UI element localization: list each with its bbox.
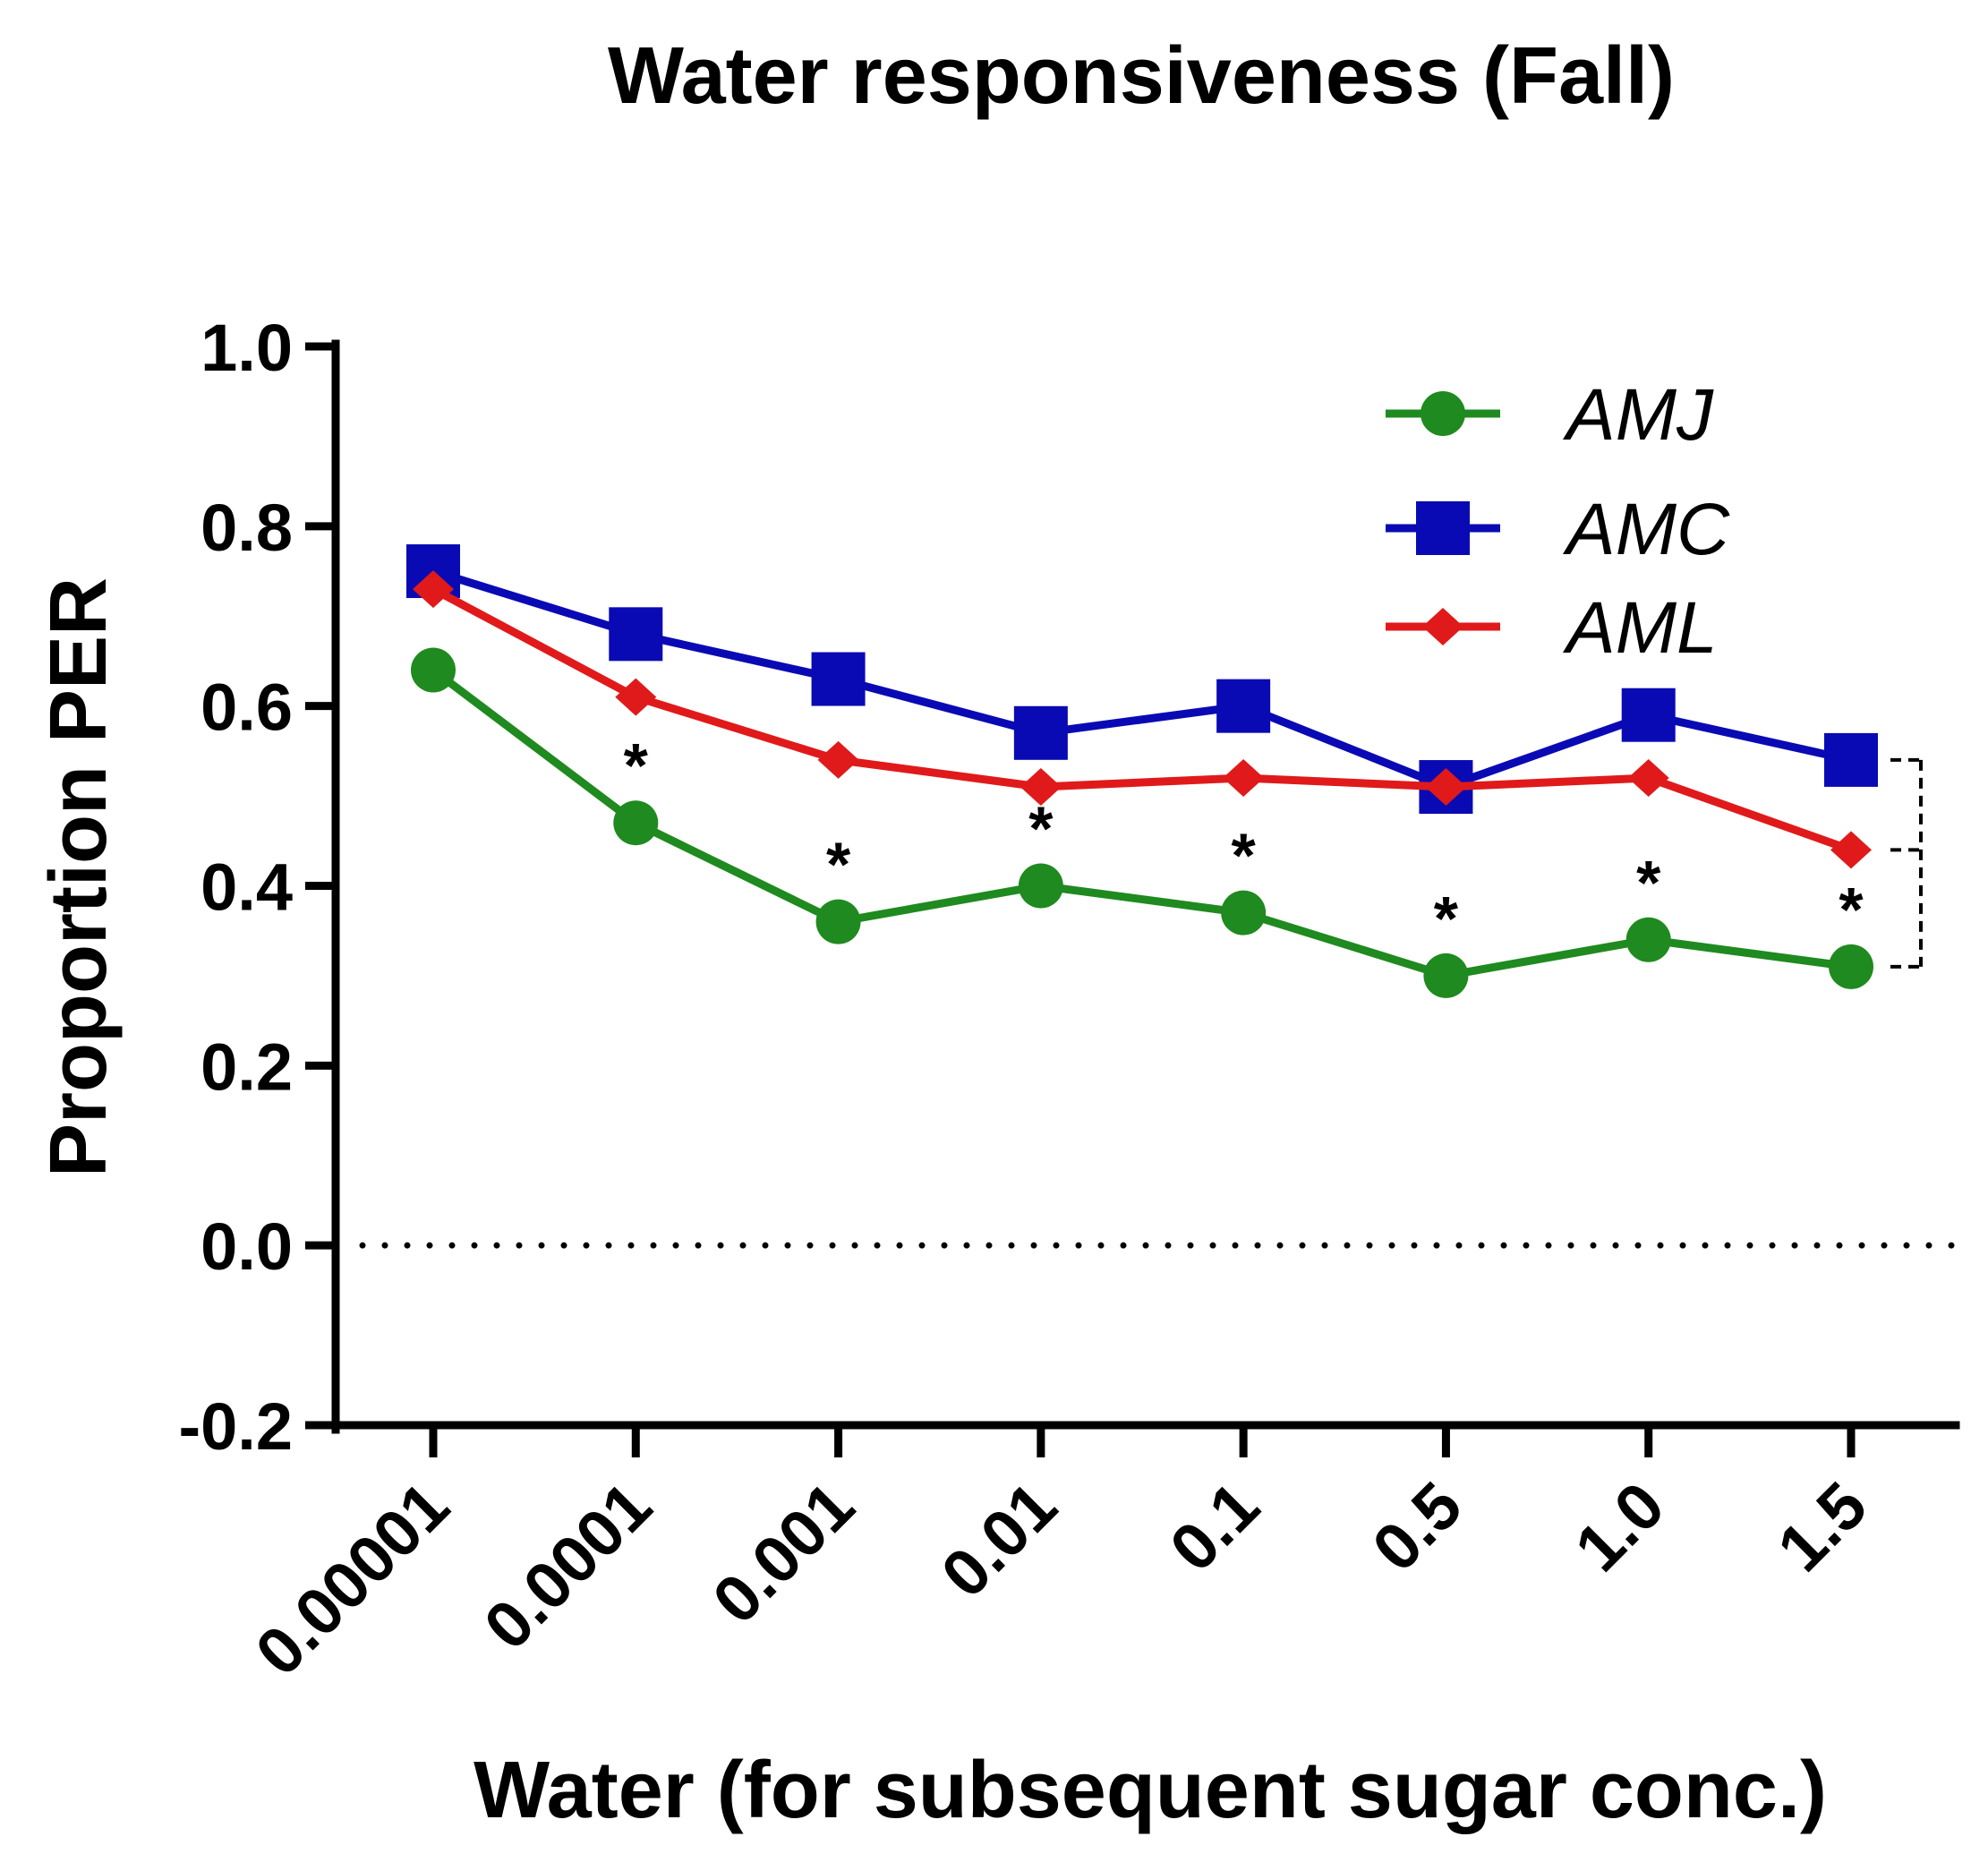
chart-title: Water responsiveness (Fall) — [608, 31, 1675, 121]
significance-bracket — [1890, 757, 1923, 969]
data-point-amc — [811, 652, 866, 706]
data-point-amc — [1216, 679, 1271, 733]
data-point-amj — [1221, 890, 1267, 936]
legend-label: AMC — [1562, 489, 1730, 570]
x-tick-label: 0.1 — [1156, 1468, 1273, 1585]
legend-item-amc: AMC — [1386, 489, 1730, 570]
significance-asterisk: * — [1839, 875, 1864, 944]
data-point-amc — [1824, 732, 1878, 787]
x-tick-label: 1.0 — [1561, 1468, 1678, 1585]
y-tick-label: 0.6 — [201, 671, 293, 745]
data-point-aml — [1020, 768, 1062, 807]
legend-item-aml: AML — [1386, 587, 1718, 669]
legend-marker — [1422, 608, 1463, 645]
x-axis-label: Water (for subsequent sugar conc.) — [474, 1746, 1827, 1835]
data-point-aml — [1223, 759, 1265, 797]
y-tick-label: -0.2 — [178, 1389, 293, 1464]
data-point-amj — [1423, 953, 1469, 998]
significance-asterisk: * — [624, 730, 649, 800]
data-point-amc — [609, 607, 663, 662]
data-point-amj — [815, 899, 861, 944]
significance-markers: * * * * * * * — [624, 730, 1864, 953]
data-point-aml — [413, 570, 454, 609]
significance-asterisk: * — [826, 830, 851, 900]
data-point-amj — [411, 647, 456, 693]
legend: AMJ AMC AML — [1386, 374, 1730, 669]
x-tick-label: 0.001 — [698, 1468, 868, 1638]
x-tick-label: 0.5 — [1358, 1468, 1475, 1585]
significance-asterisk: * — [1028, 794, 1054, 864]
series-line-amc — [431, 567, 1852, 791]
data-point-aml — [1425, 768, 1467, 807]
significance-asterisk: * — [1434, 884, 1459, 953]
x-tick-label: 0.00001 — [241, 1468, 463, 1690]
series-amj — [411, 647, 1873, 998]
significance-asterisk: * — [1232, 821, 1257, 891]
y-tick-label: 0.2 — [201, 1029, 293, 1104]
legend-item-amj: AMJ — [1386, 374, 1714, 456]
y-tick-label: 0.4 — [201, 850, 293, 925]
data-point-amj — [1625, 917, 1671, 962]
y-tick-label: 1.0 — [201, 311, 293, 385]
series-aml — [413, 570, 1872, 869]
data-point-amj — [1829, 944, 1873, 989]
data-point-amc — [1013, 705, 1068, 760]
data-point-amj — [1018, 863, 1063, 909]
series-line-amj — [431, 666, 1852, 980]
legend-label: AMJ — [1562, 374, 1714, 456]
legend-marker — [1416, 501, 1470, 555]
y-tick-label: 0.8 — [201, 491, 293, 565]
data-point-aml — [615, 678, 657, 716]
x-tick-label: 1.5 — [1763, 1468, 1881, 1585]
x-tick-label: 0.0001 — [470, 1468, 666, 1664]
y-tick-label: 0.0 — [201, 1209, 293, 1284]
data-point-aml — [1627, 759, 1669, 797]
legend-marker — [1421, 391, 1465, 436]
x-tick-label: 0.01 — [927, 1468, 1071, 1612]
series-amc — [406, 544, 1878, 815]
data-point-amc — [1621, 688, 1676, 742]
y-axis-label: Proportion PER — [34, 577, 124, 1177]
significance-asterisk: * — [1636, 848, 1661, 918]
data-point-aml — [1830, 831, 1872, 869]
data-point-amj — [613, 800, 659, 846]
series-group — [406, 544, 1878, 998]
series-line-aml — [431, 585, 1853, 854]
data-point-aml — [817, 740, 859, 779]
legend-label: AML — [1562, 587, 1718, 669]
